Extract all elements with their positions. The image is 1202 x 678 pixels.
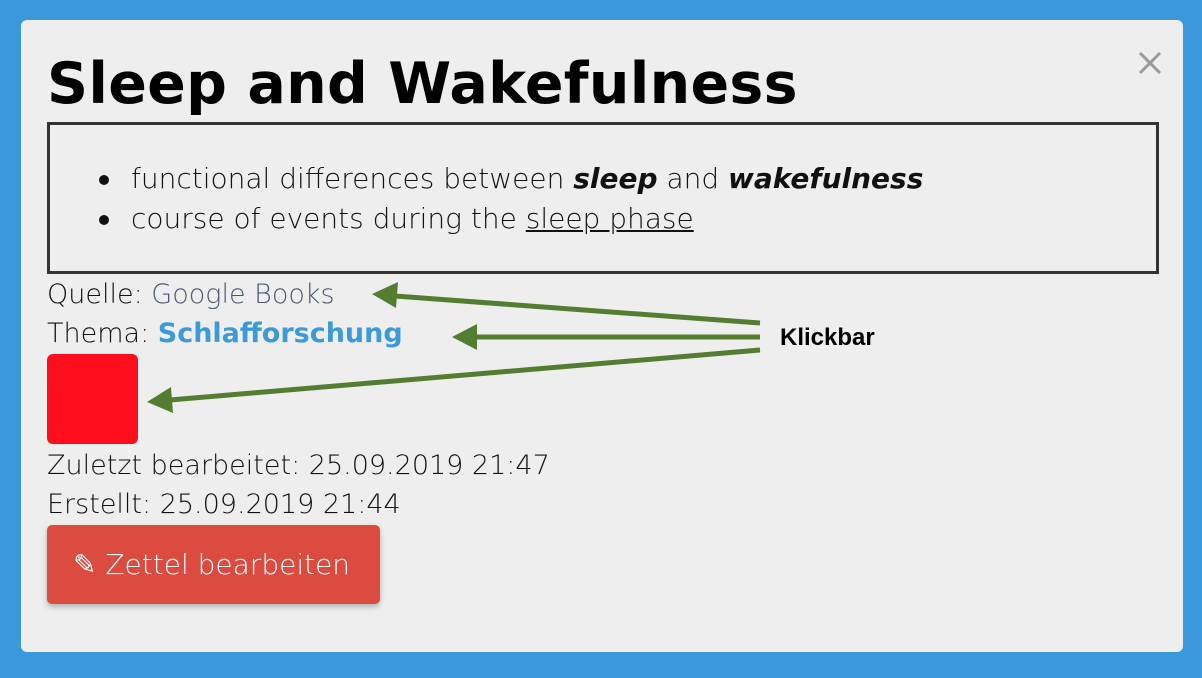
emphasis-text: sleep (573, 162, 658, 195)
content-list: functional differences between sleep and… (97, 159, 923, 239)
page-title: Sleep and Wakefulness (47, 51, 798, 117)
source-link[interactable]: Google Books (151, 279, 335, 310)
bullet-text: and (657, 162, 729, 195)
emphasis-text: wakefulness (728, 162, 924, 195)
color-swatch[interactable] (47, 354, 138, 444)
bullet-text: functional differences between (131, 162, 574, 195)
edit-button-label: Zettel bearbeiten (105, 548, 351, 581)
note-modal: Sleep and Wakefulness functional differe… (21, 20, 1183, 652)
topic-line: Thema: Schlafforschung (47, 316, 403, 352)
close-icon (1138, 51, 1162, 75)
list-item: functional differences between sleep and… (97, 159, 923, 199)
bullet-text: course of events during the (131, 202, 526, 235)
edit-note-button[interactable]: ✎ Zettel bearbeiten (47, 525, 380, 604)
list-item: course of events during the sleep phase (97, 199, 923, 239)
last-edited: Zuletzt bearbeitet: 25.09.2019 21:47 (47, 450, 550, 481)
underlined-text: sleep phase (525, 202, 694, 235)
note-content-box: functional differences between sleep and… (47, 122, 1159, 274)
created-date: Erstellt: 25.09.2019 21:44 (47, 489, 401, 520)
close-button[interactable] (1137, 50, 1163, 76)
topic-link[interactable]: Schlafforschung (157, 318, 403, 349)
topic-label: Thema: (47, 318, 158, 349)
pencil-icon: ✎ (73, 548, 97, 581)
source-line: Quelle: Google Books (47, 277, 335, 313)
annotation-label: Klickbar (780, 324, 875, 351)
source-label: Quelle: (47, 279, 152, 310)
